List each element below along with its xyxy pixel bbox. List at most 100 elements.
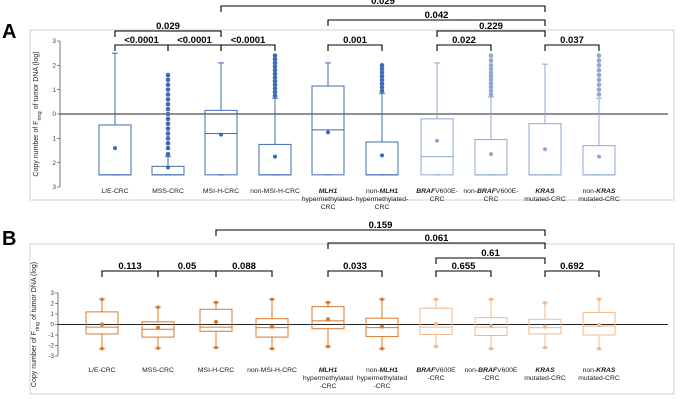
- category-label-line2: mutated-CRC: [578, 375, 620, 382]
- y-tick-label: 2: [52, 63, 56, 70]
- y-tick-label: 0: [50, 322, 54, 329]
- category-label: non-BRAFV600E-: [463, 188, 518, 195]
- outlier-point: [488, 73, 494, 79]
- category-label: MSS-CRC: [152, 188, 184, 195]
- outlier-point: [165, 97, 171, 102]
- outlier-point: [165, 145, 171, 151]
- whisker-end-dot: [434, 344, 438, 349]
- whisker-end-dot: [380, 346, 384, 351]
- box-3: [199, 300, 233, 350]
- box-iqr: [528, 318, 562, 335]
- outlier-point: [165, 87, 171, 92]
- box-iqr: [258, 143, 292, 176]
- whisker-end-dot: [543, 301, 547, 305]
- outlier-point: [488, 66, 494, 72]
- p-value-label: 0.229: [479, 21, 503, 32]
- category-label: MSI-H-CRC: [203, 188, 239, 195]
- mean-marker: [380, 324, 384, 329]
- category-label-line3: -CRC: [374, 383, 391, 390]
- category-label-line2: CRC: [430, 196, 445, 203]
- box-iqr: [474, 317, 508, 337]
- box-3: [204, 62, 238, 176]
- p-value-label: 0.037: [560, 35, 584, 46]
- p-value-label: 0.029: [371, 0, 395, 7]
- box-iqr: [85, 311, 119, 335]
- outlier-point: [596, 92, 602, 97]
- box-5: [311, 300, 345, 349]
- significance-bracket: 0.029: [220, 0, 546, 12]
- category-label-part: BRAF: [477, 188, 497, 195]
- mean-marker: [219, 132, 223, 137]
- outlier-point: [165, 131, 171, 136]
- category-label-part: non-: [583, 188, 597, 195]
- mean-marker: [326, 130, 330, 135]
- y-tick-label: -1: [48, 332, 54, 339]
- bracket-line: [544, 44, 600, 51]
- category-label: MLH1: [319, 188, 338, 195]
- outlier-point: [165, 92, 171, 97]
- outlier-point: [272, 82, 278, 88]
- whisker-end-dot: [489, 346, 493, 351]
- outlier-point: [488, 77, 494, 83]
- mean-marker: [166, 165, 170, 170]
- y-tick-label: 3: [52, 38, 56, 45]
- category-label-line2: hypermethylated: [357, 375, 407, 382]
- y-tick-label: 1: [50, 311, 54, 318]
- bracket-line: [544, 270, 600, 277]
- outlier-point: [379, 66, 385, 72]
- category-label: non-MLH1: [366, 188, 398, 195]
- outlier-point: [488, 58, 494, 63]
- significance-bracket: 0.05: [157, 261, 217, 277]
- bracket-line: [327, 19, 546, 26]
- mean-marker: [597, 154, 601, 159]
- significance-bracket: <0.0001: [114, 35, 169, 51]
- y-axis-label-part: ring: [37, 111, 43, 120]
- box-iqr: [365, 141, 399, 176]
- significance-bracket: 0.033: [327, 261, 383, 277]
- mean-marker: [326, 317, 330, 322]
- significance-bracket: 0.022: [436, 35, 492, 51]
- mean-marker: [273, 154, 277, 159]
- whisker-end-dot: [270, 297, 274, 302]
- p-value-label: 0.001: [343, 35, 367, 46]
- category-label: non-MSI-H-CRC: [247, 367, 297, 374]
- mean-marker: [214, 319, 218, 324]
- category-label-part: MSS-CRC: [152, 188, 184, 195]
- p-value-label: 0.029: [156, 21, 180, 32]
- mean-marker: [156, 325, 160, 330]
- outlier-point: [596, 72, 602, 78]
- outlier-point: [596, 82, 602, 88]
- y-tick-label: 1: [52, 136, 56, 143]
- significance-bracket: <0.0001: [220, 35, 276, 51]
- whisker-end-dot: [270, 346, 274, 351]
- y-tick-label: 2: [50, 301, 54, 308]
- box-iqr: [474, 139, 508, 176]
- outlier-point: [165, 140, 171, 146]
- category-label-line2: hypermethylated-: [302, 196, 355, 203]
- box-6: [365, 63, 399, 176]
- category-label-line2: mutated-CRC: [578, 196, 620, 203]
- p-value-label: 0.042: [425, 10, 449, 21]
- mean-marker: [113, 146, 117, 151]
- plot-frame: [29, 29, 675, 201]
- p-value-label: 0.061: [425, 233, 449, 244]
- box-2: [141, 305, 175, 350]
- bracket-line: [435, 257, 546, 264]
- category-label-part: non-: [463, 188, 477, 195]
- significance-bracket: 0.042: [327, 10, 546, 26]
- category-label: non-KRAS: [583, 188, 616, 195]
- box-8: [474, 53, 508, 176]
- outlier-point: [488, 81, 494, 86]
- p-value-label: 0.033: [343, 261, 367, 272]
- category-label-part: BRAF: [416, 367, 436, 374]
- category-label-part: MSS-CRC: [142, 367, 174, 374]
- box-6: [365, 297, 399, 351]
- box-iqr: [582, 145, 616, 176]
- significance-bracket: 0.001: [327, 35, 383, 51]
- outlier-point: [488, 53, 494, 58]
- y-tick-label: -2: [48, 343, 54, 350]
- category-label: MSI-H-CRC: [198, 367, 234, 374]
- mean-marker: [597, 323, 601, 328]
- y-axis-label: Copy number of Fring of tumor DNA (log): [31, 262, 41, 387]
- p-value-label: 0.05: [178, 261, 197, 272]
